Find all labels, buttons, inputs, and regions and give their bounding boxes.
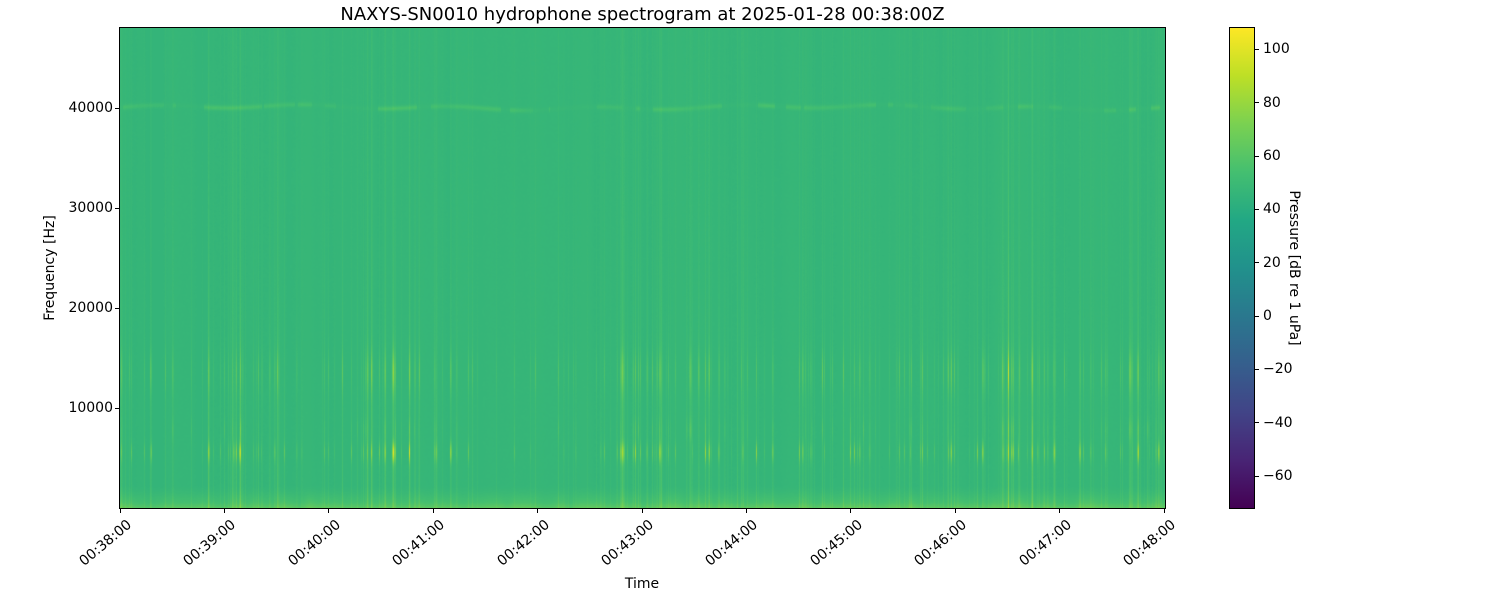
colorbar-tick-mark <box>1254 315 1259 317</box>
x-tick-label: 00:47:00 <box>1016 516 1075 570</box>
spectrogram-canvas <box>120 28 1165 508</box>
colorbar-tick-mark <box>1254 262 1259 264</box>
x-tick-mark <box>537 508 539 513</box>
x-tick-mark <box>432 508 434 513</box>
x-tick-mark <box>641 508 643 513</box>
x-tick-label: 00:40:00 <box>285 516 344 570</box>
x-tick-label: 00:48:00 <box>1120 516 1179 570</box>
colorbar-tick-mark <box>1254 155 1259 157</box>
colorbar-tick-mark <box>1254 475 1259 477</box>
colorbar-tick-mark <box>1254 368 1259 370</box>
y-tick-mark <box>115 207 120 209</box>
colorbar-tick-label: 100 <box>1263 41 1290 58</box>
x-tick-mark <box>745 508 747 513</box>
x-axis-label: Time <box>624 576 660 592</box>
colorbar-tick-mark <box>1254 102 1259 104</box>
colorbar-tick-label: 80 <box>1263 94 1281 111</box>
colorbar-tick-mark <box>1254 422 1259 424</box>
colorbar-tick-label: −20 <box>1263 361 1293 378</box>
colorbar-tick-label: 40 <box>1263 201 1281 218</box>
x-tick-mark <box>850 508 852 513</box>
colorbar-tick-mark <box>1254 208 1259 210</box>
x-tick-mark <box>954 508 956 513</box>
x-tick-label: 00:46:00 <box>911 516 971 570</box>
y-tick-label: 10000 <box>68 400 113 416</box>
colorbar <box>1229 27 1255 509</box>
colorbar-label: Pressure [dB re 1 uPa] <box>1286 190 1302 346</box>
colorbar-tick-label: 0 <box>1263 308 1272 324</box>
x-tick-mark <box>328 508 330 513</box>
plot-area <box>119 27 1166 509</box>
colorbar-tick-label: 20 <box>1263 254 1281 271</box>
colorbar-tick-label: 60 <box>1263 148 1281 164</box>
y-tick-mark <box>115 307 120 309</box>
x-tick-label: 00:44:00 <box>702 516 762 570</box>
colorbar-tick-label: −40 <box>1263 414 1293 431</box>
y-tick-mark <box>115 407 120 409</box>
y-tick-mark <box>115 107 120 109</box>
x-tick-mark <box>223 508 225 513</box>
x-tick-label: 00:42:00 <box>494 516 553 570</box>
x-tick-label: 00:41:00 <box>389 516 449 570</box>
x-tick-mark <box>119 508 121 513</box>
figure-title: NAXYS-SN0010 hydrophone spectrogram at 2… <box>340 4 945 25</box>
colorbar-tick-label: −60 <box>1263 468 1293 484</box>
x-tick-mark <box>1163 508 1165 513</box>
x-tick-label: 00:45:00 <box>807 516 866 570</box>
y-tick-label: 20000 <box>68 300 113 316</box>
y-tick-label: 30000 <box>68 200 113 216</box>
x-tick-label: 00:38:00 <box>76 516 135 570</box>
x-tick-mark <box>1059 508 1061 513</box>
colorbar-tick-mark <box>1254 48 1259 50</box>
y-tick-label: 40000 <box>68 100 113 116</box>
x-tick-label: 00:39:00 <box>180 516 240 570</box>
